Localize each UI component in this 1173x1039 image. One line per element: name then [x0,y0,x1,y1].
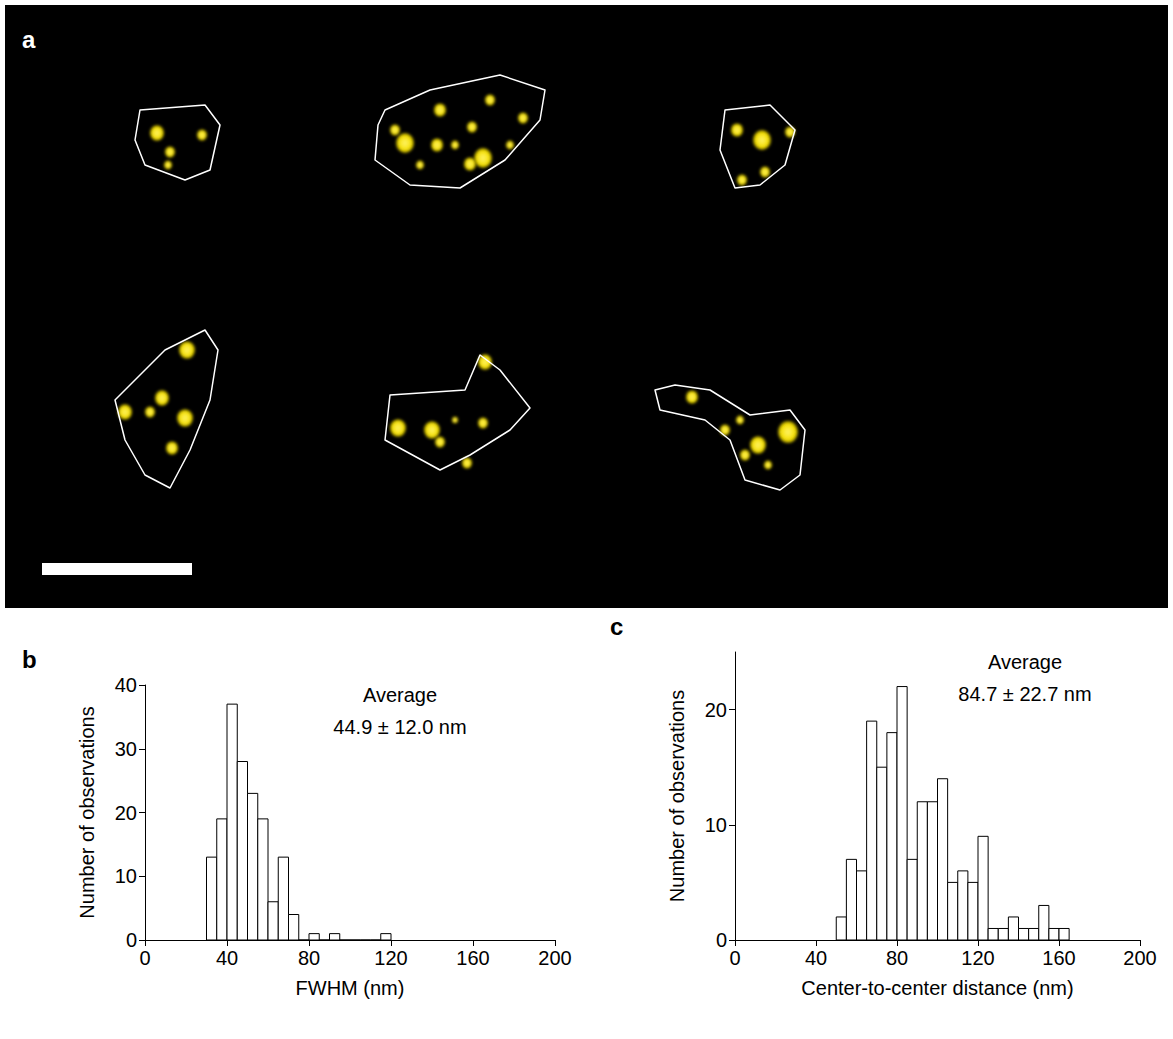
svg-text:80: 80 [886,947,908,969]
svg-text:20: 20 [705,699,727,721]
svg-text:Number of observations: Number of observations [76,706,98,918]
svg-text:120: 120 [961,947,994,969]
svg-text:40: 40 [115,674,137,696]
svg-text:Number of observations: Number of observations [666,690,688,902]
svg-text:30: 30 [115,738,137,760]
svg-text:b: b [22,646,37,673]
svg-text:160: 160 [456,947,489,969]
svg-text:80: 80 [298,947,320,969]
svg-text:0: 0 [716,929,727,951]
svg-text:0: 0 [139,947,150,969]
svg-text:40: 40 [216,947,238,969]
svg-text:40: 40 [805,947,827,969]
svg-text:c: c [610,613,623,640]
svg-text:200: 200 [1123,947,1156,969]
svg-text:Average: Average [363,684,437,706]
svg-text:120: 120 [374,947,407,969]
svg-text:10: 10 [115,865,137,887]
svg-text:44.9 ± 12.0 nm: 44.9 ± 12.0 nm [333,716,466,738]
svg-text:200: 200 [538,947,571,969]
svg-text:Center-to-center distance (nm): Center-to-center distance (nm) [801,977,1073,999]
svg-text:0: 0 [729,947,740,969]
svg-text:160: 160 [1042,947,1075,969]
svg-text:a: a [22,26,36,53]
svg-text:10: 10 [705,814,727,836]
svg-text:0: 0 [126,929,137,951]
svg-text:84.7 ± 22.7 nm: 84.7 ± 22.7 nm [958,683,1091,705]
svg-text:FWHM (nm): FWHM (nm) [296,977,405,999]
svg-text:20: 20 [115,802,137,824]
svg-text:Average: Average [988,651,1062,673]
